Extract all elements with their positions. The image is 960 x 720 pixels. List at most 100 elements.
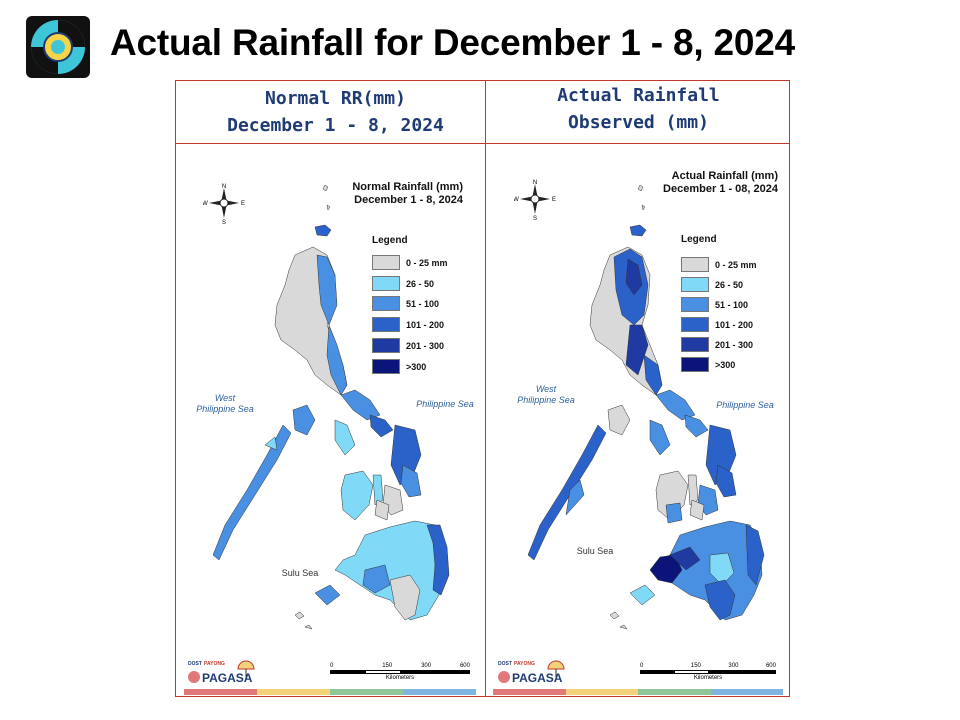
maps-frame: Normal RR(mm) December 1 - 8, 2024 Actua… (175, 80, 790, 697)
compass-s: S (533, 216, 537, 220)
legend-swatch (681, 357, 709, 372)
slide-title: Actual Rainfall for December 1 - 8, 2024 (110, 22, 795, 63)
right-legend-row: 0 - 25 mm (681, 257, 757, 272)
scale-tick: 600 (459, 663, 470, 669)
legend-label: 0 - 25 mm (406, 257, 448, 268)
panel-divider (485, 81, 486, 696)
legend-swatch (681, 337, 709, 352)
legend-label: 26 - 50 (406, 278, 435, 289)
header-divider (176, 143, 789, 144)
payong-label: PAYONG (514, 661, 535, 667)
left-legend-title: Legend (372, 235, 408, 246)
scale-tick: 300 (728, 663, 739, 669)
left-west-philippine-sea-label: West Philippine Sea (190, 393, 260, 415)
left-map-title-line2: December 1 - 8, 2024 (354, 194, 463, 206)
right-sulu-sea-label: Sulu Sea (576, 546, 614, 556)
legend-swatch (372, 255, 400, 270)
right-pagasa-brand: DOST PAYONG PAGASA (496, 655, 576, 692)
scale-unit: Kilometers (385, 675, 415, 681)
compass-w: W (203, 201, 208, 207)
right-header-line2: Observed (mm) (568, 112, 709, 133)
compass-rose-icon: N S E W (203, 184, 245, 224)
right-philippine-sea-label: Philippine Sea (716, 400, 774, 410)
compass-e: E (241, 201, 245, 207)
right-legend-row: 201 - 300 (681, 337, 753, 352)
left-map-title: Normal Rainfall (mm) December 1 - 8, 202… (318, 181, 463, 207)
legend-swatch (372, 317, 400, 332)
left-legend-row: 51 - 100 (372, 296, 439, 311)
compass-n: N (222, 184, 226, 190)
scale-tick: 0 (330, 663, 334, 669)
legend-label: 101 - 200 (715, 319, 754, 330)
legend-label: 201 - 300 (406, 340, 445, 351)
legend-swatch (681, 317, 709, 332)
right-legend-row: 101 - 200 (681, 317, 753, 332)
compass-rose-icon: N S E W (514, 180, 556, 220)
scale-tick: 150 (690, 663, 701, 669)
left-legend-row: 101 - 200 (372, 317, 444, 332)
scale-tick: 0 (640, 663, 644, 669)
legend-swatch (681, 257, 709, 272)
compass-s: S (222, 220, 226, 224)
west-sea-line1: West (214, 393, 236, 403)
scale-ticks: 0 150 300 600 (330, 663, 470, 669)
right-header-line1: Actual Rainfall (557, 85, 720, 106)
legend-swatch (372, 338, 400, 353)
scale-tick: 300 (421, 663, 432, 669)
right-map-title-line2: December 1 - 08, 2024 (663, 183, 778, 195)
legend-label: 101 - 200 (406, 319, 445, 330)
scale-ticks: 0 150 300 600 (640, 663, 776, 669)
right-legend-row: 26 - 50 (681, 277, 743, 292)
left-footer-color-bar (184, 689, 476, 695)
legend-label: 26 - 50 (715, 279, 744, 290)
compass-e: E (552, 197, 556, 203)
legend-swatch (372, 276, 400, 291)
left-philippines-map (212, 184, 450, 630)
left-header-line1: Normal RR(mm) (265, 88, 406, 109)
left-legend-row: 201 - 300 (372, 338, 444, 353)
west-sea-line1: West (535, 384, 557, 394)
left-panel-header: Normal RR(mm) December 1 - 8, 2024 (176, 81, 485, 143)
left-legend-row: 26 - 50 (372, 276, 434, 291)
dost-label: DOST (188, 661, 202, 667)
scale-unit: Kilometers (693, 675, 723, 681)
left-map-title-line1: Normal Rainfall (mm) (352, 181, 463, 193)
pagasa-brand-logo: DOST PAYONG PAGASA (188, 660, 255, 685)
scale-bar-graphic (330, 670, 470, 674)
payong-label: PAYONG (204, 661, 225, 667)
right-scale-bar: 0 150 300 600 Kilometers (640, 663, 776, 681)
right-legend-title: Legend (681, 234, 717, 245)
dost-label: DOST (498, 661, 512, 667)
legend-swatch (681, 297, 709, 312)
right-west-philippine-sea-label: West Philippine Sea (511, 384, 581, 406)
legend-label: 51 - 100 (715, 299, 749, 310)
left-header-line2: December 1 - 8, 2024 (227, 115, 444, 136)
scale-tick: 600 (765, 663, 776, 669)
left-legend-row: >300 (372, 359, 426, 374)
left-scale-bar: 0 150 300 600 Kilometers (330, 663, 470, 681)
legend-label: >300 (715, 359, 736, 370)
pagasa-logo (26, 16, 90, 78)
pagasa-brand-logo: DOST PAYONG PAGASA (498, 660, 565, 685)
right-panel-header: Actual Rainfall Observed (mm) (486, 81, 791, 143)
legend-swatch (372, 359, 400, 374)
right-map-title: Actual Rainfall (mm) December 1 - 08, 20… (633, 170, 778, 196)
legend-swatch (681, 277, 709, 292)
right-philippines-map (527, 184, 765, 630)
pagasa-label: PAGASA (202, 671, 253, 685)
right-map-title-line1: Actual Rainfall (mm) (671, 170, 778, 182)
legend-swatch (372, 296, 400, 311)
pagasa-label: PAGASA (512, 671, 563, 685)
scale-tick: 150 (382, 663, 393, 669)
west-sea-line2: Philippine Sea (196, 404, 254, 414)
legend-label: 201 - 300 (715, 339, 754, 350)
left-legend-row: 0 - 25 mm (372, 255, 448, 270)
compass-n: N (533, 180, 537, 186)
west-sea-line2: Philippine Sea (517, 395, 575, 405)
legend-label: 51 - 100 (406, 298, 440, 309)
left-pagasa-brand: DOST PAYONG PAGASA (186, 655, 266, 692)
right-footer-color-bar (493, 689, 783, 695)
left-philippine-sea-label: Philippine Sea (416, 399, 474, 409)
left-sulu-sea-label: Sulu Sea (281, 568, 319, 578)
legend-label: 0 - 25 mm (715, 259, 757, 270)
